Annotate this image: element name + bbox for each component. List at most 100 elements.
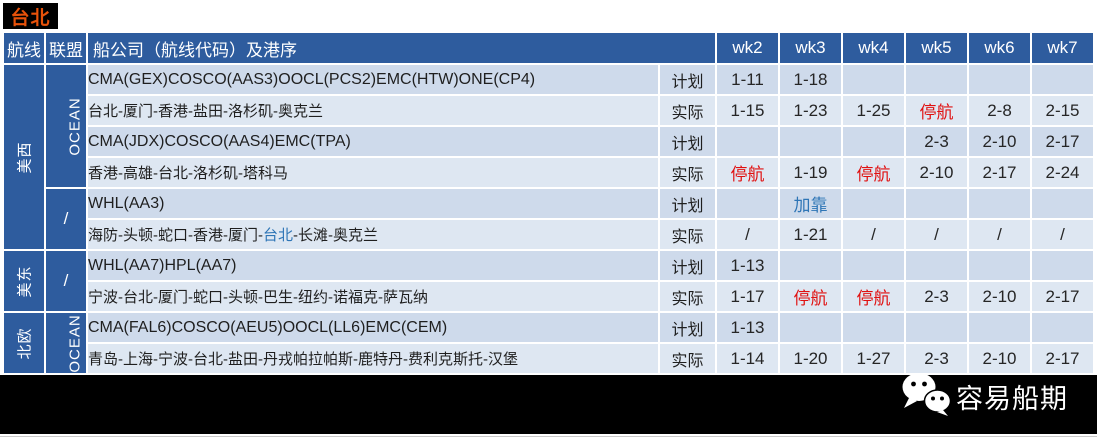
schedule-cell: 停航 <box>843 158 904 187</box>
schedule-cell: 2-10 <box>969 282 1030 311</box>
schedule-cell <box>906 313 967 342</box>
actual-row: 台北-厦门-香港-盐田-洛杉矶-奥克兰 实际 1-15 1-23 1-25 停航… <box>4 96 1093 125</box>
company-cell: CMA(GEX)COSCO(AAS3)OOCL(PCS2)EMC(HTW)ONE… <box>88 65 658 94</box>
schedule-cell: 1-18 <box>780 65 841 94</box>
schedule-cell: 2-17 <box>1032 344 1093 373</box>
schedule-cell: 1-14 <box>717 344 778 373</box>
company-column-header: 船公司（航线代码）及港序 <box>88 33 715 63</box>
schedule-cell <box>843 65 904 94</box>
schedule-cell: 2-24 <box>1032 158 1093 187</box>
ports-text: 海防-头顿-蛇口-香港-厦门- <box>88 227 263 244</box>
ports-cell: 香港-高雄-台北-洛杉矶-塔科马 <box>88 158 658 187</box>
company-cell: CMA(FAL6)COSCO(AEU5)OOCL(LL6)EMC(CEM) <box>88 313 658 342</box>
schedule-cell: 2-3 <box>906 344 967 373</box>
wechat-icon <box>900 370 952 421</box>
route-group-label: 美东 <box>4 251 44 311</box>
brand-name: 容易船期 <box>956 384 1068 414</box>
schedule-cell: 2-10 <box>906 158 967 187</box>
schedule-cell: 2-10 <box>969 127 1030 156</box>
alliance-group-label: / <box>46 189 86 249</box>
ports-text: 宁波-台北-厦门-蛇口-头顿-巴生-纽约-诺福克-萨瓦纳 <box>88 289 428 306</box>
alliance-group-label: OCEAN <box>46 65 86 187</box>
week-header: wk5 <box>906 33 967 63</box>
schedule-cell <box>717 189 778 218</box>
footer-divider <box>0 436 1097 437</box>
schedule-cell <box>906 251 967 280</box>
ports-text: 青岛-上海-宁波-台北-盐田-丹戎帕拉帕斯-鹿特丹-费利克斯托-汉堡 <box>88 351 518 368</box>
actual-label: 实际 <box>660 158 715 187</box>
plan-label: 计划 <box>660 313 715 342</box>
port-badge: 台北 <box>3 3 58 29</box>
route-group-text: 美东 <box>16 264 34 298</box>
schedule-cell: / <box>843 220 904 249</box>
alliance-group-text: / <box>63 271 69 290</box>
schedule-cell: 停航 <box>717 158 778 187</box>
schedule-cell <box>843 251 904 280</box>
schedule-cell: 1-11 <box>717 65 778 94</box>
schedule-cell <box>969 313 1030 342</box>
schedule-cell <box>780 127 841 156</box>
plan-row: / WHL(AA3) 计划 加靠 <box>4 189 1093 249</box>
actual-label: 实际 <box>660 282 715 311</box>
ports-text: 台北-厦门-香港-盐田-洛杉矶-奥克兰 <box>88 103 323 120</box>
actual-row: 宁波-台北-厦门-蛇口-头顿-巴生-纽约-诺福克-萨瓦纳 实际 1-17 停航 … <box>4 282 1093 311</box>
schedule-cell: / <box>1032 220 1093 249</box>
route-column-header: 航线 <box>4 33 44 63</box>
alliance-group-text: OCEAN <box>66 313 84 373</box>
schedule-cell <box>1032 313 1093 342</box>
plan-row: CMA(JDX)COSCO(AAS4)EMC(TPA) 计划 2-3 2-10 … <box>4 127 1093 156</box>
company-cell: WHL(AA3) <box>88 189 658 218</box>
schedule-cell: 1-19 <box>780 158 841 187</box>
schedule-cell: / <box>969 220 1030 249</box>
alliance-group-text: / <box>63 209 69 228</box>
alliance-group-label: / <box>46 251 86 311</box>
actual-label: 实际 <box>660 220 715 249</box>
schedule-cell: 加靠 <box>780 189 841 218</box>
schedule-cell: 停航 <box>780 282 841 311</box>
route-group-text: 北欧 <box>16 326 34 360</box>
route-group-label: 美西 <box>4 65 44 249</box>
route-group-text: 美西 <box>16 140 34 174</box>
ports-highlight: 台北 <box>262 227 293 244</box>
schedule-cell <box>843 313 904 342</box>
schedule-cell <box>780 313 841 342</box>
ports-cell: 宁波-台北-厦门-蛇口-头顿-巴生-纽约-诺福克-萨瓦纳 <box>88 282 658 311</box>
schedule-cell: / <box>717 220 778 249</box>
schedule-cell: 1-25 <box>843 96 904 125</box>
schedule-cell <box>1032 189 1093 218</box>
schedule-cell: 2-17 <box>1032 282 1093 311</box>
plan-row: 美西 OCEAN CMA(GEX)COSCO(AAS3)OOCL(PCS2)EM… <box>4 65 1093 249</box>
table-header-row: 航线 联盟 船公司（航线代码）及港序 wk2 wk3 wk4 wk5 wk6 w… <box>4 33 1093 63</box>
schedule-cell <box>1032 251 1093 280</box>
week-header: wk2 <box>717 33 778 63</box>
schedule-cell: 停航 <box>843 282 904 311</box>
ports-cell: 海防-头顿-蛇口-香港-厦门-台北-长滩-奥克兰 <box>88 220 658 249</box>
week-header: wk6 <box>969 33 1030 63</box>
actual-label: 实际 <box>660 96 715 125</box>
schedule-cell: 2-10 <box>969 344 1030 373</box>
schedule-cell: 1-20 <box>780 344 841 373</box>
schedule-cell: 1-15 <box>717 96 778 125</box>
plan-row: 美东 / WHL(AA7)HPL(AA7) 计划 1-13 <box>4 251 1093 311</box>
schedule-cell: 2-8 <box>969 96 1030 125</box>
plan-label: 计划 <box>660 127 715 156</box>
schedule-cell: 2-3 <box>906 282 967 311</box>
schedule-cell: 2-15 <box>1032 96 1093 125</box>
schedule-cell: 1-23 <box>780 96 841 125</box>
plan-label: 计划 <box>660 189 715 218</box>
schedule-cell: 2-17 <box>969 158 1030 187</box>
week-header: wk3 <box>780 33 841 63</box>
actual-row: 青岛-上海-宁波-台北-盐田-丹戎帕拉帕斯-鹿特丹-费利克斯托-汉堡 实际 1-… <box>4 344 1093 373</box>
actual-row: 香港-高雄-台北-洛杉矶-塔科马 实际 停航 1-19 停航 2-10 2-17… <box>4 158 1093 187</box>
schedule-cell: 1-27 <box>843 344 904 373</box>
schedule-cell <box>843 127 904 156</box>
company-cell: WHL(AA7)HPL(AA7) <box>88 251 658 280</box>
ports-text: 香港-高雄-台北-洛杉矶-塔科马 <box>88 165 288 182</box>
schedule-cell: 1-13 <box>717 251 778 280</box>
schedule-cell <box>969 189 1030 218</box>
plan-label: 计划 <box>660 65 715 94</box>
route-group-label: 北欧 <box>4 313 44 373</box>
schedule-cell: 1-21 <box>780 220 841 249</box>
schedule-cell <box>969 65 1030 94</box>
schedule-cell <box>843 189 904 218</box>
